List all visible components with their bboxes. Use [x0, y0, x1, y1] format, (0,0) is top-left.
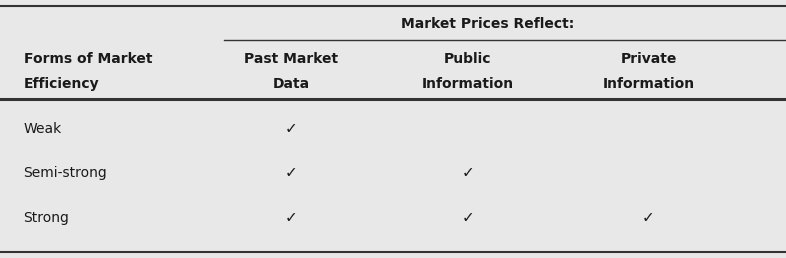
Text: Data: Data	[272, 77, 310, 91]
Text: ✓: ✓	[461, 211, 474, 225]
Text: Forms of Market: Forms of Market	[24, 52, 152, 66]
Text: Market Prices Reflect:: Market Prices Reflect:	[401, 17, 574, 31]
Text: ✓: ✓	[285, 211, 297, 225]
Text: Public: Public	[444, 52, 491, 66]
Text: Strong: Strong	[24, 211, 69, 225]
Text: ✓: ✓	[285, 165, 297, 180]
Text: ✓: ✓	[285, 122, 297, 136]
Text: ✓: ✓	[461, 165, 474, 180]
Text: Semi-strong: Semi-strong	[24, 166, 108, 180]
Text: Information: Information	[602, 77, 695, 91]
Text: Weak: Weak	[24, 122, 62, 136]
Text: Private: Private	[620, 52, 677, 66]
Text: ✓: ✓	[642, 211, 655, 225]
Text: Past Market: Past Market	[244, 52, 338, 66]
Text: Efficiency: Efficiency	[24, 77, 99, 91]
Text: Information: Information	[421, 77, 514, 91]
